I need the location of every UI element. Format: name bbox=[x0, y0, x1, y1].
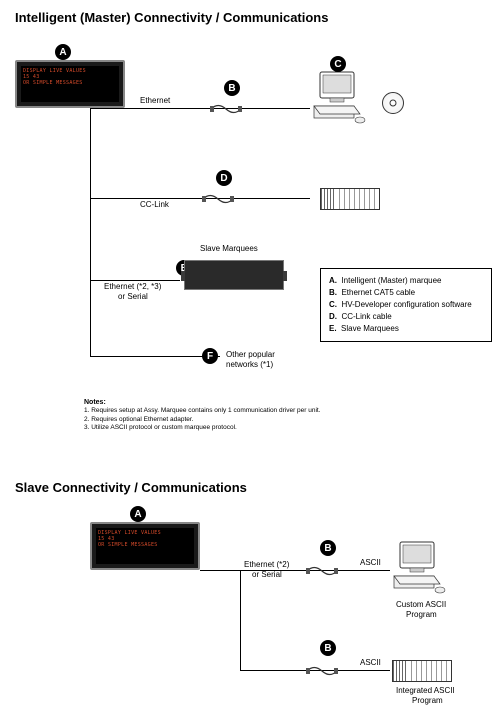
cd-icon bbox=[382, 92, 404, 114]
master-marquee: DISPLAY LIVE VALUES 15 43 OR SIMPLE MESS… bbox=[15, 60, 125, 108]
ethernet-connector-icon bbox=[210, 100, 242, 118]
legend-c: HV-Developer configuration software bbox=[341, 300, 471, 309]
s2-eth-label1: Ethernet (*2) bbox=[244, 560, 289, 569]
notes-title: Notes: bbox=[84, 398, 321, 407]
s2-ascii1: ASCII bbox=[360, 558, 381, 567]
slave-master-marquee: DISPLAY LIVE VALUES 15 43 OR SIMPLE MESS… bbox=[90, 522, 200, 570]
s2-ascii2: ASCII bbox=[360, 658, 381, 667]
computer-icon bbox=[310, 70, 368, 128]
badge2-a: A bbox=[130, 506, 146, 522]
marquee-text-3: OR SIMPLE MESSAGES bbox=[23, 80, 117, 86]
legend-d: CC-Link cable bbox=[341, 312, 391, 321]
section2-title: Slave Connectivity / Communications bbox=[15, 480, 247, 495]
row3-label2: or Serial bbox=[118, 292, 148, 301]
row4-line bbox=[90, 356, 220, 357]
row1-label: Ethernet bbox=[140, 96, 170, 105]
s2-vline bbox=[240, 570, 241, 670]
row4-label2: networks (*1) bbox=[226, 360, 273, 369]
s2-plc-icon bbox=[392, 660, 452, 682]
badge2-b1: B bbox=[320, 540, 336, 556]
legend-e: Slave Marquees bbox=[341, 324, 399, 333]
badge-d: D bbox=[216, 170, 232, 186]
s2-int2: Program bbox=[412, 696, 443, 705]
badge-b: B bbox=[224, 80, 240, 96]
slave-marquee-icon bbox=[184, 260, 284, 290]
note-2: 2. Requires optional Ethernet adapter. bbox=[84, 416, 321, 424]
note-3: 3. Utilize ASCII protocol or custom marq… bbox=[84, 424, 321, 432]
s2-hline-stub bbox=[200, 570, 240, 571]
notes-block: Notes: 1. Requires setup at Assy. Marque… bbox=[84, 398, 321, 432]
legend-a: Intelligent (Master) marquee bbox=[341, 276, 441, 285]
row3-label1: Ethernet (*2, *3) bbox=[104, 282, 161, 291]
row1-line bbox=[90, 108, 310, 109]
row2-label: CC-Link bbox=[140, 200, 169, 209]
badge-f: F bbox=[202, 348, 218, 364]
row4-label1: Other popular bbox=[226, 350, 275, 359]
badge2-b2: B bbox=[320, 640, 336, 656]
section1-title: Intelligent (Master) Connectivity / Comm… bbox=[15, 10, 328, 25]
s2-custom1: Custom ASCII bbox=[396, 600, 446, 609]
cclink-connector-icon bbox=[202, 190, 234, 208]
legend-b: Ethernet CAT5 cable bbox=[341, 288, 415, 297]
s2-computer-icon bbox=[390, 540, 448, 598]
note-1: 1. Requires setup at Assy. Marquee conta… bbox=[84, 407, 321, 415]
row2-line bbox=[90, 198, 310, 199]
row3-line bbox=[90, 280, 180, 281]
trunk-line bbox=[90, 108, 91, 356]
marquee2-text-3: OR SIMPLE MESSAGES bbox=[98, 542, 192, 548]
s2-custom2: Program bbox=[406, 610, 437, 619]
s2-eth-label2: or Serial bbox=[252, 570, 282, 579]
s2-connector1-icon bbox=[306, 562, 338, 580]
plc-icon bbox=[320, 188, 380, 210]
badge-a: A bbox=[55, 44, 71, 60]
legend-box: A. Intelligent (Master) marquee B. Ether… bbox=[320, 268, 492, 342]
s2-connector2-icon bbox=[306, 662, 338, 680]
s2-int1: Integrated ASCII bbox=[396, 686, 455, 695]
row3-heading: Slave Marquees bbox=[200, 244, 258, 253]
badge-c: C bbox=[330, 56, 346, 72]
